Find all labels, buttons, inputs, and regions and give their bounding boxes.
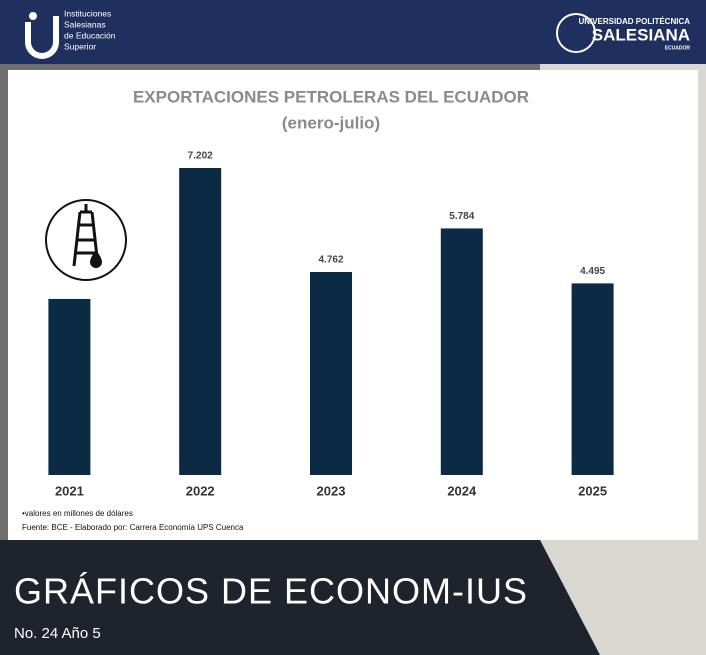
footer-title: GRÁFICOS DE ECONOM-IUS	[14, 571, 528, 612]
logo-text: Instituciones	[64, 8, 111, 18]
bar	[310, 272, 352, 475]
value-label: 4.495	[580, 266, 605, 277]
logo-text: de Educación	[64, 30, 116, 40]
bar	[48, 298, 91, 475]
logo-text: UNIVERSIDAD POLITÉCNICA	[578, 17, 690, 26]
footer-issue: No. 24 Año 5	[14, 625, 101, 642]
x-tick-label: 2021	[55, 483, 84, 498]
value-label: 5.784	[449, 211, 474, 222]
note: Fuente: BCE - Elaborado por: Carrera Eco…	[22, 523, 244, 532]
derrick	[72, 204, 100, 267]
x-tick-label: 2023	[317, 483, 346, 498]
x-tick-label: 2025	[578, 483, 607, 498]
oil-drop	[90, 250, 102, 268]
note: •valores en millones de dólares	[22, 509, 133, 518]
x-tick-label: 2022	[186, 483, 215, 498]
footer-band	[0, 540, 600, 655]
oil-icon	[45, 199, 127, 281]
logo-text: Superior	[64, 41, 96, 51]
left-logo	[25, 12, 59, 59]
logo-shape	[25, 16, 59, 59]
chart-title: EXPORTACIONES PETROLERAS DEL ECUADOR	[133, 87, 529, 106]
university-seal	[556, 13, 596, 53]
value-label: 7.202	[188, 151, 213, 162]
logo-dot	[29, 12, 37, 20]
logo-text: ECUADOR	[665, 45, 691, 51]
chart-subtitle: (enero-julio)	[282, 113, 380, 132]
bar	[440, 228, 483, 475]
x-tick-label: 2024	[447, 483, 477, 498]
value-label: 4.762	[318, 255, 343, 266]
bar	[571, 283, 614, 475]
bar	[179, 168, 222, 475]
logo-text: Salesianas	[64, 19, 106, 29]
header-band	[0, 0, 706, 64]
logo-text: SALESIANA	[592, 25, 690, 44]
